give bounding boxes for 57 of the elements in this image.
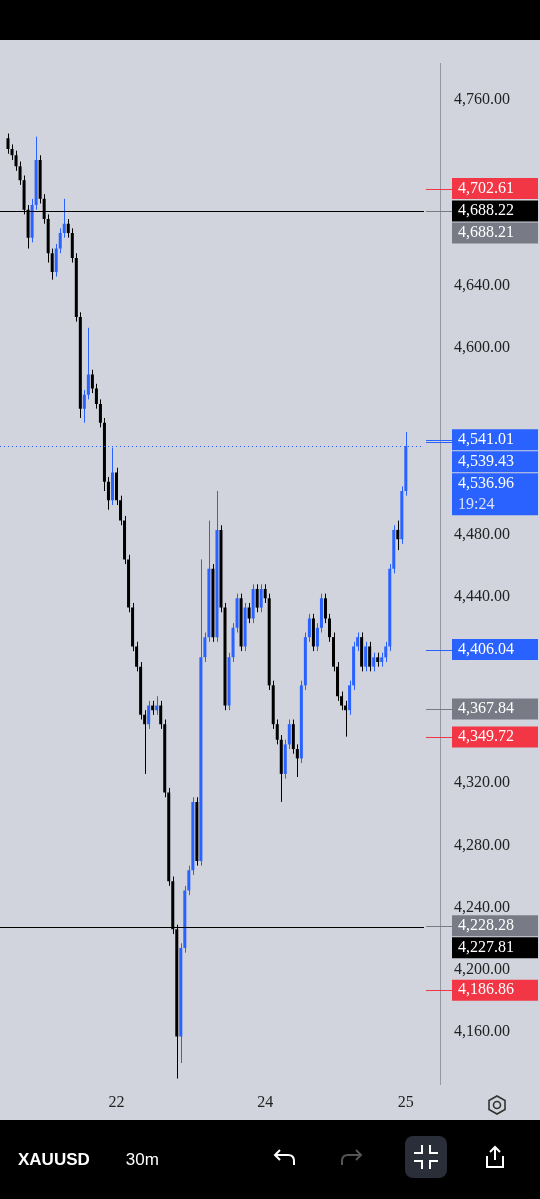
ref-line-label: 4,186.86 [458, 980, 514, 998]
candlestick [90, 369, 94, 394]
ref-line-label: 4,227.81 [458, 938, 514, 956]
candlestick [295, 743, 299, 778]
ref-line-label: 4,688.22 [458, 201, 514, 219]
candlestick [307, 613, 311, 643]
candlestick [315, 622, 319, 652]
ref-line-label: 4,349.72 [458, 727, 514, 745]
y-tick-label: 4,440.00 [454, 586, 510, 604]
text: 30m [125, 1149, 159, 1169]
candlestick [66, 218, 70, 239]
ref-line-label: 4,536.96 19:24 [458, 473, 514, 512]
ref-line-label: 4,541.01 [458, 429, 514, 447]
candlestick [327, 613, 331, 643]
candlestick [396, 520, 400, 551]
ref-line-label: 4,702.61 [458, 178, 514, 196]
y-tick-label: 4,600.00 [454, 338, 510, 356]
candlestick [98, 398, 102, 428]
y-tick-label: 4,240.00 [454, 897, 510, 915]
candlestick [94, 383, 98, 410]
candlestick [259, 583, 263, 613]
y-tick-label: 4,320.00 [454, 773, 510, 791]
candlestick [147, 700, 151, 730]
candlestick [287, 719, 291, 750]
candlestick [368, 641, 372, 672]
ref-line-label: 4,688.21 [458, 223, 514, 241]
y-tick-label: 4,160.00 [454, 1022, 510, 1040]
candlestick [323, 593, 327, 624]
ref-line-label: 4,228.28 [458, 916, 514, 934]
candlestick [54, 243, 58, 278]
x-tick-label: 22 [108, 1092, 125, 1110]
candlestick [275, 719, 279, 745]
y-tick-label: 4,480.00 [454, 524, 510, 542]
candlestick [14, 150, 18, 172]
candlestick [6, 133, 10, 155]
candlestick [50, 248, 54, 281]
candlestick [372, 652, 376, 672]
ref-line-label: 4,539.43 [458, 451, 514, 469]
candlestick [82, 389, 86, 424]
x-tick-label: 25 [397, 1092, 414, 1110]
x-tick-label: 24 [257, 1092, 274, 1110]
candlestick [106, 476, 110, 511]
candlestick [86, 327, 90, 400]
y-tick-label: 4,760.00 [454, 89, 510, 107]
candlestick [247, 602, 251, 624]
candlestick [364, 641, 368, 672]
candlestick [255, 583, 259, 613]
ref-line-label: 4,367.84 [458, 699, 514, 717]
candlestick [263, 583, 267, 604]
y-tick-label: 4,200.00 [454, 959, 510, 977]
text: XAUUSD [18, 1149, 90, 1169]
candlestick [58, 227, 62, 254]
candlestick [62, 198, 66, 239]
candlestick [18, 161, 22, 186]
ref-line-label: 4,406.04 [458, 639, 514, 657]
y-tick-label: 4,640.00 [454, 276, 510, 294]
y-tick-label: 4,280.00 [454, 835, 510, 853]
